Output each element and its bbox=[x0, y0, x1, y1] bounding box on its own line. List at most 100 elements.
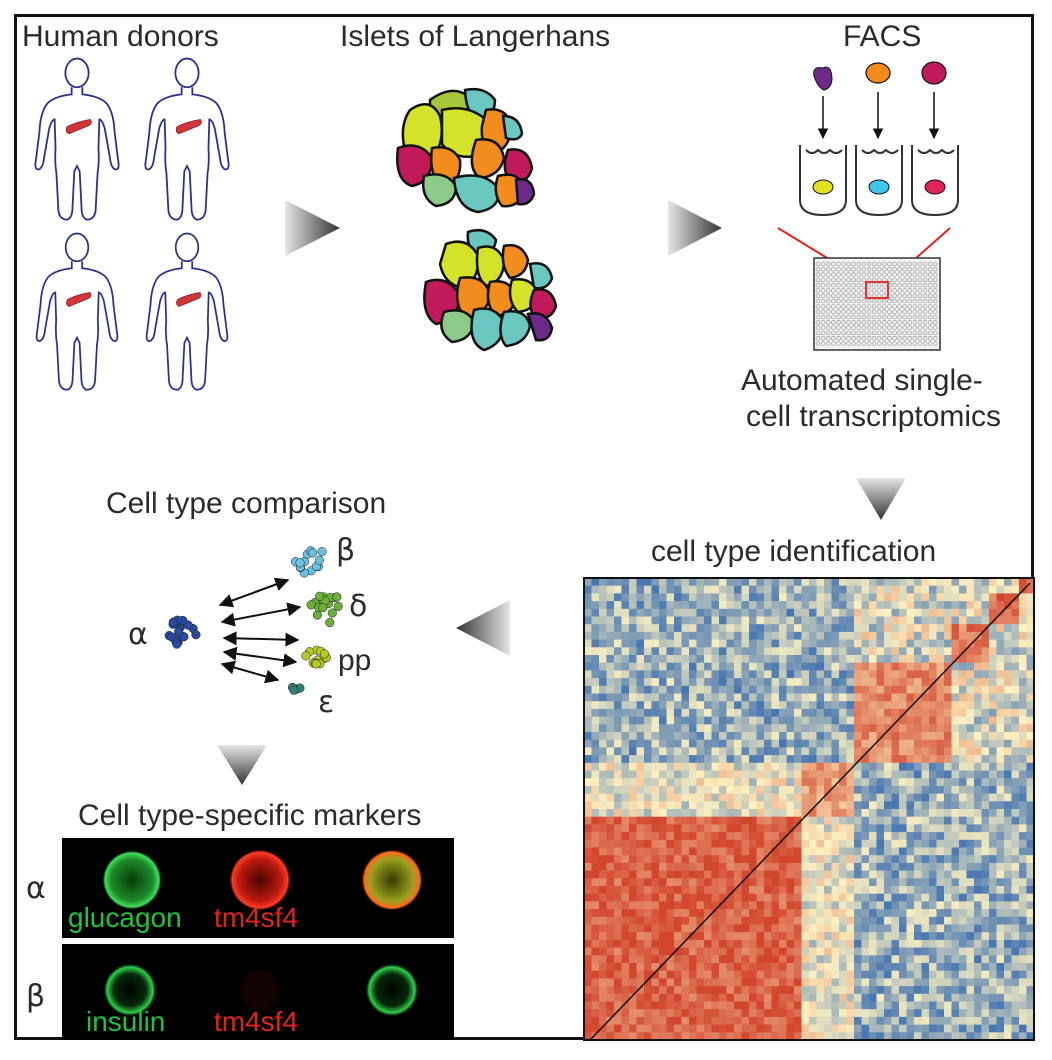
heatmap-cell bbox=[696, 793, 705, 802]
heatmap-cell bbox=[929, 1009, 937, 1018]
heatmap-cell bbox=[681, 886, 690, 895]
plate-well bbox=[933, 267, 938, 272]
heatmap-cell bbox=[764, 893, 772, 902]
heatmap-cell bbox=[644, 639, 652, 648]
plate-well bbox=[927, 320, 933, 325]
heatmap-cell bbox=[786, 1032, 795, 1041]
heatmap-cell bbox=[966, 824, 975, 833]
heatmap-cell bbox=[974, 608, 982, 617]
plate-well bbox=[820, 314, 826, 320]
heatmap-cell bbox=[674, 832, 682, 841]
plate-well bbox=[892, 336, 897, 341]
heatmap-cell bbox=[861, 862, 870, 871]
heatmap-cell bbox=[816, 685, 825, 694]
heatmap-cell bbox=[651, 732, 660, 741]
heatmap-cell bbox=[674, 631, 682, 640]
heatmap-cell bbox=[846, 624, 855, 633]
heatmap-cell bbox=[621, 593, 630, 602]
plate-well bbox=[815, 272, 821, 277]
heatmap-cell bbox=[584, 739, 592, 748]
heatmap-cell bbox=[861, 639, 870, 648]
heatmap-cell bbox=[966, 916, 975, 925]
heatmap-cell bbox=[884, 1009, 892, 1018]
heatmap-cell bbox=[666, 770, 675, 779]
heatmap-cell bbox=[914, 909, 922, 918]
heatmap-cell bbox=[711, 824, 720, 833]
heatmap-cell bbox=[801, 1009, 810, 1018]
heatmap-cell bbox=[981, 878, 990, 887]
heatmap-cell bbox=[981, 886, 990, 895]
heatmap-cell bbox=[981, 785, 990, 794]
heatmap-cell bbox=[614, 624, 622, 633]
plate-well bbox=[922, 314, 928, 320]
heatmap-cell bbox=[734, 978, 742, 987]
plate-well bbox=[882, 320, 887, 325]
plate-well bbox=[846, 283, 851, 288]
heatmap-cell bbox=[726, 832, 735, 841]
heatmap-cell bbox=[839, 662, 847, 671]
heatmap-cell bbox=[861, 616, 870, 625]
heatmap-cell bbox=[839, 716, 847, 725]
heatmap-cell bbox=[606, 678, 615, 687]
heatmap-cell bbox=[809, 1001, 817, 1010]
heatmap-cell bbox=[794, 793, 802, 802]
heatmap-cell bbox=[1004, 578, 1012, 587]
alpha-cell-dot bbox=[168, 617, 178, 627]
heatmap-cell bbox=[891, 993, 900, 1002]
heatmap-cell bbox=[936, 724, 945, 733]
plate-well bbox=[851, 293, 856, 298]
heatmap-cell bbox=[1019, 847, 1027, 856]
plate-well bbox=[815, 288, 821, 293]
heatmap-cell bbox=[711, 939, 720, 948]
heatmap-cell bbox=[726, 1016, 735, 1025]
heatmap-cell bbox=[741, 878, 750, 887]
heatmap-cell bbox=[959, 762, 967, 771]
heatmap-cell bbox=[681, 986, 690, 995]
heatmap-cell bbox=[884, 631, 892, 640]
heatmap-cell bbox=[674, 1032, 682, 1041]
heatmap-cell bbox=[779, 916, 787, 925]
heatmap-cell bbox=[584, 916, 592, 925]
heatmap-cell bbox=[921, 993, 930, 1002]
plate-well bbox=[882, 309, 887, 314]
heatmap-cell bbox=[636, 963, 645, 972]
heatmap-cell bbox=[644, 624, 652, 633]
heatmap-cell bbox=[869, 855, 877, 864]
heatmap-cell bbox=[809, 708, 817, 717]
heatmap-cell bbox=[944, 655, 952, 664]
heatmap-cell bbox=[741, 1024, 750, 1033]
plate-well bbox=[846, 272, 851, 277]
heatmap-cell bbox=[824, 639, 832, 648]
heatmap-cell bbox=[1019, 955, 1027, 964]
heatmap-cell bbox=[831, 708, 840, 717]
heatmap-cell bbox=[876, 708, 885, 717]
plate-well bbox=[882, 314, 887, 320]
heatmap-cell bbox=[899, 978, 907, 987]
heatmap-cell bbox=[801, 916, 810, 925]
plate-well bbox=[933, 320, 938, 325]
heatmap-cell bbox=[764, 732, 772, 741]
heatmap-cell bbox=[974, 855, 982, 864]
heatmap-cell bbox=[584, 932, 592, 941]
heatmap-cell bbox=[1026, 1009, 1035, 1018]
heatmap-cell bbox=[839, 601, 847, 610]
heatmap-cell bbox=[1019, 578, 1027, 587]
heatmap-cell bbox=[846, 578, 855, 587]
heatmap-cell bbox=[989, 809, 997, 818]
heatmap-cell bbox=[786, 747, 795, 756]
heatmap-cell bbox=[891, 778, 900, 787]
heatmap-cell bbox=[876, 978, 885, 987]
heatmap-cell bbox=[816, 662, 825, 671]
heatmap-cell bbox=[944, 662, 952, 671]
heatmap-cell bbox=[704, 986, 712, 995]
heatmap-cell bbox=[651, 762, 660, 771]
heatmap-cell bbox=[726, 839, 735, 848]
heatmap-cell bbox=[809, 793, 817, 802]
heatmap-cell bbox=[944, 809, 952, 818]
heatmap-cell bbox=[981, 847, 990, 856]
heatmap-cell bbox=[644, 631, 652, 640]
heatmap-cell bbox=[651, 724, 660, 733]
heatmap-cell bbox=[681, 739, 690, 748]
heatmap-cell bbox=[584, 816, 592, 825]
heatmap-cell bbox=[779, 578, 787, 587]
